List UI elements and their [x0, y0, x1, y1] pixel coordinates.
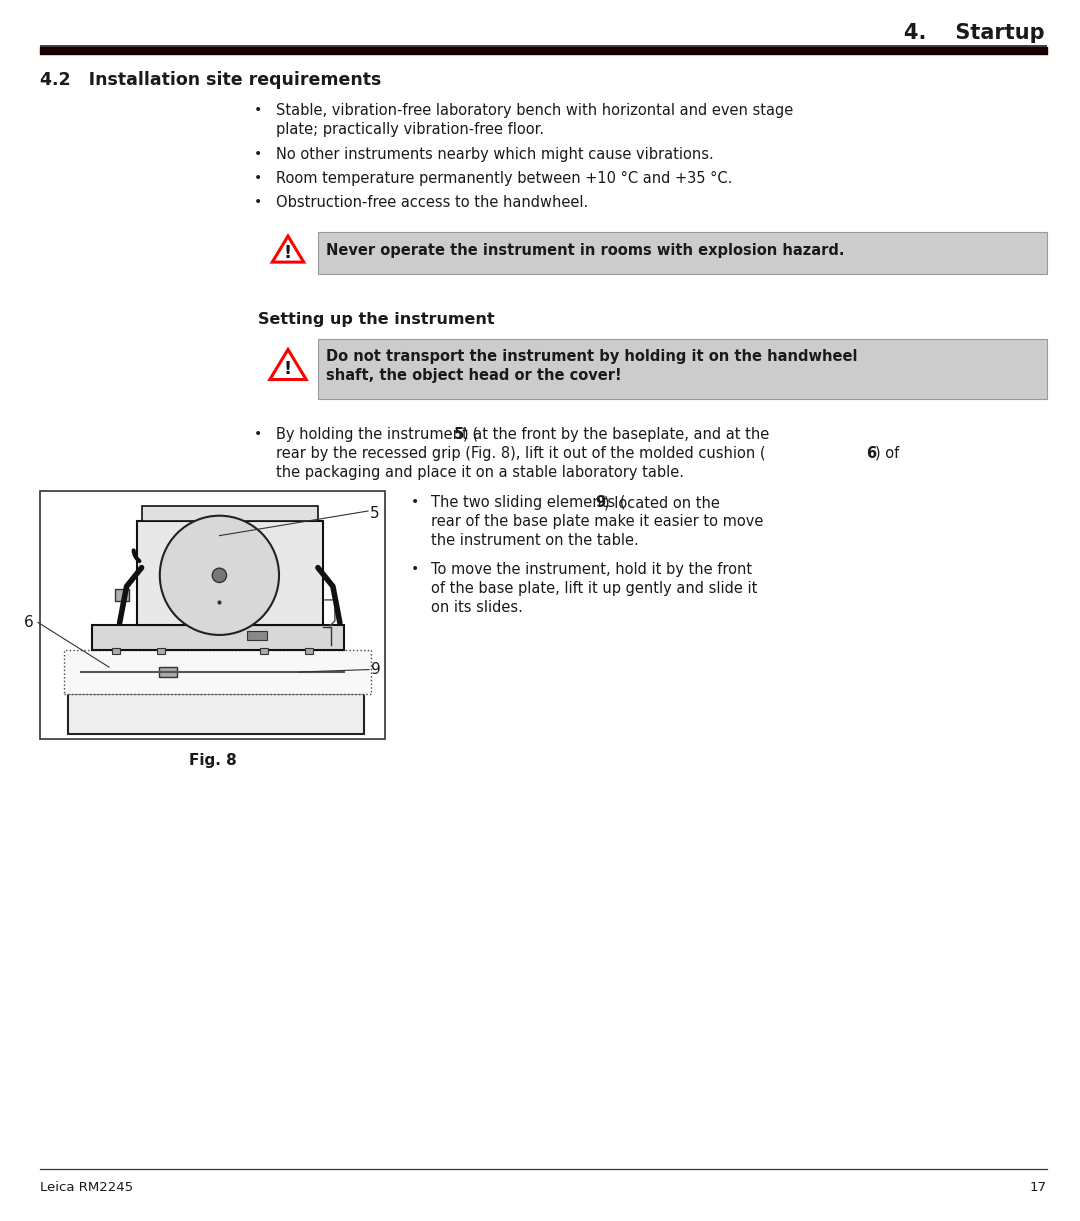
Text: !: !: [284, 360, 292, 379]
Polygon shape: [270, 349, 306, 380]
Bar: [318, 232, 1047, 274]
Bar: [159, 667, 177, 676]
Text: •: •: [254, 103, 262, 117]
Text: shaft, the object head or the cover!: shaft, the object head or the cover!: [326, 368, 622, 383]
Text: ) of: ) of: [875, 446, 900, 462]
Text: 9: 9: [372, 662, 381, 678]
Text: 6: 6: [24, 615, 33, 630]
Bar: [40, 491, 384, 739]
Text: the instrument on the table.: the instrument on the table.: [431, 534, 638, 548]
Circle shape: [160, 515, 279, 635]
Bar: [112, 647, 120, 653]
Text: 9: 9: [595, 495, 605, 510]
Bar: [247, 631, 267, 640]
Text: •: •: [411, 495, 419, 509]
Text: •: •: [411, 562, 419, 576]
Text: 4.    Startup: 4. Startup: [904, 23, 1045, 43]
Bar: [141, 505, 318, 521]
Bar: [136, 521, 323, 625]
Text: •: •: [254, 195, 262, 209]
Text: 6: 6: [866, 446, 876, 462]
Text: ) located on the: ) located on the: [604, 495, 720, 510]
Bar: [306, 647, 313, 653]
Text: By holding the instrument (: By holding the instrument (: [276, 427, 478, 442]
Text: 17: 17: [1030, 1181, 1047, 1194]
Bar: [318, 339, 1047, 399]
Text: plate; practically vibration-free floor.: plate; practically vibration-free floor.: [276, 122, 544, 137]
Text: Stable, vibration-free laboratory bench with horizontal and even stage: Stable, vibration-free laboratory bench …: [276, 103, 793, 118]
Bar: [64, 650, 372, 695]
Text: rear of the base plate make it easier to move: rear of the base plate make it easier to…: [431, 514, 764, 529]
Text: Never operate the instrument in rooms with explosion hazard.: Never operate the instrument in rooms wi…: [326, 243, 845, 258]
Bar: [114, 590, 129, 601]
Text: Leica RM2245: Leica RM2245: [40, 1181, 133, 1194]
Text: rear by the recessed grip (Fig. 8), lift it out of the molded cushion (: rear by the recessed grip (Fig. 8), lift…: [276, 446, 766, 462]
Bar: [260, 647, 268, 653]
Text: 5: 5: [454, 427, 464, 442]
Text: 5: 5: [370, 505, 380, 521]
Text: •: •: [254, 427, 262, 441]
Text: !: !: [284, 244, 292, 263]
Text: Obstruction-free access to the handwheel.: Obstruction-free access to the handwheel…: [276, 195, 589, 210]
Text: of the base plate, lift it up gently and slide it: of the base plate, lift it up gently and…: [431, 581, 757, 596]
Text: 4.2   Installation site requirements: 4.2 Installation site requirements: [40, 71, 381, 89]
Text: ) at the front by the baseplate, and at the: ) at the front by the baseplate, and at …: [463, 427, 769, 442]
Text: the packaging and place it on a stable laboratory table.: the packaging and place it on a stable l…: [276, 465, 684, 480]
Text: •: •: [254, 147, 262, 161]
Text: Do not transport the instrument by holding it on the handwheel: Do not transport the instrument by holdi…: [326, 349, 858, 364]
Bar: [68, 695, 364, 734]
Circle shape: [213, 568, 227, 582]
Text: Setting up the instrument: Setting up the instrument: [258, 313, 495, 327]
Text: Fig. 8: Fig. 8: [189, 753, 237, 768]
Bar: [92, 625, 343, 650]
Bar: [157, 647, 165, 653]
Text: on its slides.: on its slides.: [431, 600, 523, 615]
Polygon shape: [272, 236, 303, 263]
Text: •: •: [254, 171, 262, 186]
Text: The two sliding elements (: The two sliding elements (: [431, 495, 625, 510]
Text: Room temperature permanently between +10 °C and +35 °C.: Room temperature permanently between +10…: [276, 171, 732, 186]
Text: To move the instrument, hold it by the front: To move the instrument, hold it by the f…: [431, 562, 752, 578]
Text: No other instruments nearby which might cause vibrations.: No other instruments nearby which might …: [276, 147, 714, 162]
